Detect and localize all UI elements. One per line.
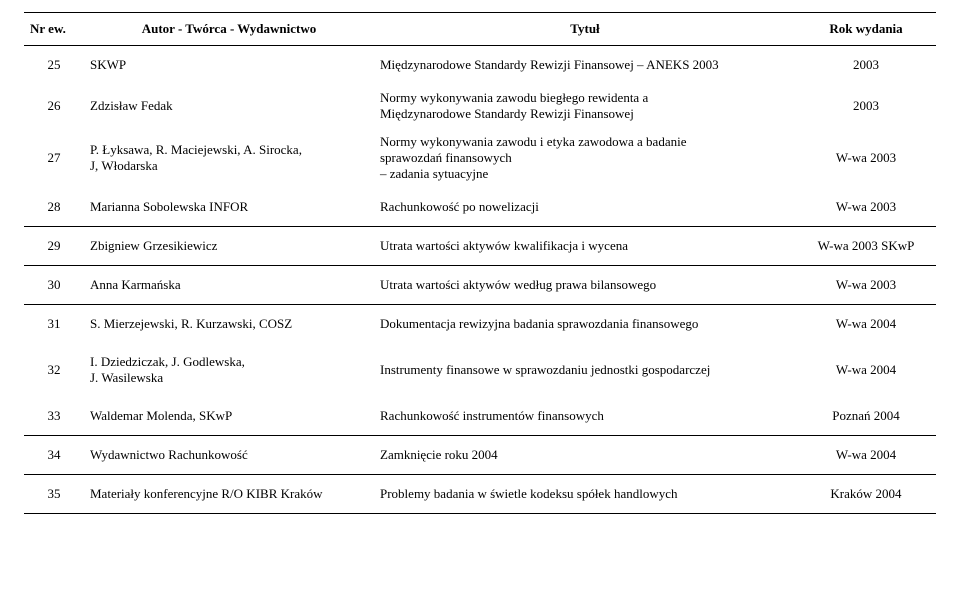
cell-title: Problemy badania w świetle kodeksu spółe… xyxy=(374,475,796,514)
cell-title: Dokumentacja rewizyjna badania sprawozda… xyxy=(374,305,796,344)
document-table: Nr ew. Autor - Twórca - Wydawnictwo Tytu… xyxy=(24,12,936,514)
cell-nr: 32 xyxy=(24,343,84,397)
cell-title: Międzynarodowe Standardy Rewizji Finanso… xyxy=(374,46,796,85)
table-row: 30Anna KarmańskaUtrata wartości aktywów … xyxy=(24,266,936,305)
table-row: 33Waldemar Molenda, SKwPRachunkowość ins… xyxy=(24,397,936,436)
cell-nr: 30 xyxy=(24,266,84,305)
cell-title: Utrata wartości aktywów według prawa bil… xyxy=(374,266,796,305)
cell-year: W-wa 2003 xyxy=(796,188,936,227)
cell-title: Utrata wartości aktywów kwalifikacja i w… xyxy=(374,227,796,266)
table-row: 35Materiały konferencyjne R/O KIBR Krakó… xyxy=(24,475,936,514)
table-row: 29Zbigniew GrzesikiewiczUtrata wartości … xyxy=(24,227,936,266)
table-row: 32I. Dziedziczak, J. Godlewska, J. Wasil… xyxy=(24,343,936,397)
cell-year: Poznań 2004 xyxy=(796,397,936,436)
cell-year: W-wa 2003 xyxy=(796,266,936,305)
cell-nr: 26 xyxy=(24,84,84,128)
cell-year: Kraków 2004 xyxy=(796,475,936,514)
table-row: 34Wydawnictwo RachunkowośćZamknięcie rok… xyxy=(24,436,936,475)
table-row: 26Zdzisław FedakNormy wykonywania zawodu… xyxy=(24,84,936,128)
cell-year: W-wa 2004 xyxy=(796,343,936,397)
cell-title: Zamknięcie roku 2004 xyxy=(374,436,796,475)
cell-year: W-wa 2004 xyxy=(796,436,936,475)
cell-year: W-wa 2004 xyxy=(796,305,936,344)
header-nr: Nr ew. xyxy=(24,13,84,46)
cell-year: 2003 xyxy=(796,46,936,85)
cell-author: Wydawnictwo Rachunkowość xyxy=(84,436,374,475)
cell-nr: 29 xyxy=(24,227,84,266)
cell-nr: 28 xyxy=(24,188,84,227)
cell-year: W-wa 2003 SKwP xyxy=(796,227,936,266)
cell-title: Rachunkowość instrumentów finansowych xyxy=(374,397,796,436)
cell-author: P. Łyksawa, R. Maciejewski, A. Sirocka, … xyxy=(84,128,374,188)
cell-nr: 33 xyxy=(24,397,84,436)
cell-title: Instrumenty finansowe w sprawozdaniu jed… xyxy=(374,343,796,397)
cell-nr: 31 xyxy=(24,305,84,344)
header-author: Autor - Twórca - Wydawnictwo xyxy=(84,13,374,46)
table-row: 28Marianna Sobolewska INFORRachunkowość … xyxy=(24,188,936,227)
header-title: Tytuł xyxy=(374,13,796,46)
cell-year: W-wa 2003 xyxy=(796,128,936,188)
cell-author: Materiały konferencyjne R/O KIBR Kraków xyxy=(84,475,374,514)
table-row: 25SKWPMiędzynarodowe Standardy Rewizji F… xyxy=(24,46,936,85)
cell-nr: 34 xyxy=(24,436,84,475)
cell-author: SKWP xyxy=(84,46,374,85)
cell-nr: 25 xyxy=(24,46,84,85)
cell-title: Normy wykonywania zawodu i etyka zawodow… xyxy=(374,128,796,188)
cell-author: Waldemar Molenda, SKwP xyxy=(84,397,374,436)
cell-author: Marianna Sobolewska INFOR xyxy=(84,188,374,227)
cell-author: I. Dziedziczak, J. Godlewska, J. Wasilew… xyxy=(84,343,374,397)
header-year: Rok wydania xyxy=(796,13,936,46)
cell-author: Zbigniew Grzesikiewicz xyxy=(84,227,374,266)
cell-year: 2003 xyxy=(796,84,936,128)
cell-author: S. Mierzejewski, R. Kurzawski, COSZ xyxy=(84,305,374,344)
cell-nr: 35 xyxy=(24,475,84,514)
cell-nr: 27 xyxy=(24,128,84,188)
table-row: 27P. Łyksawa, R. Maciejewski, A. Sirocka… xyxy=(24,128,936,188)
table-row: 31S. Mierzejewski, R. Kurzawski, COSZDok… xyxy=(24,305,936,344)
cell-author: Anna Karmańska xyxy=(84,266,374,305)
cell-author: Zdzisław Fedak xyxy=(84,84,374,128)
header-row: Nr ew. Autor - Twórca - Wydawnictwo Tytu… xyxy=(24,13,936,46)
cell-title: Normy wykonywania zawodu biegłego rewide… xyxy=(374,84,796,128)
cell-title: Rachunkowość po nowelizacji xyxy=(374,188,796,227)
